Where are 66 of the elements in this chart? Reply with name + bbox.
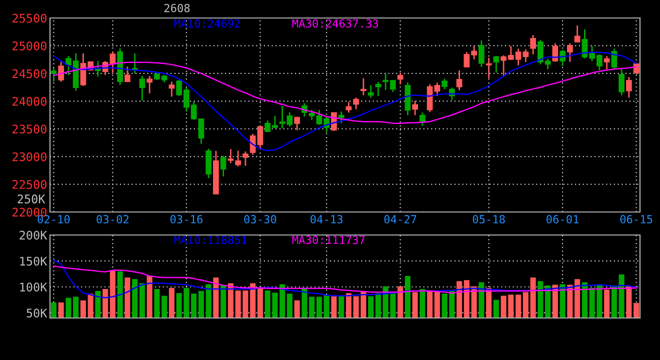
chart-title: 2608 bbox=[164, 4, 190, 12]
candlestick bbox=[294, 116, 300, 131]
y-tick-label: 100K bbox=[20, 282, 48, 292]
text: MA30:111737 bbox=[292, 236, 365, 244]
candlestick bbox=[434, 82, 440, 97]
candlestick bbox=[397, 72, 404, 85]
candlestick bbox=[420, 112, 426, 127]
candlestick bbox=[338, 110, 344, 124]
candlestick bbox=[567, 42, 573, 63]
y-tick-label: 25000 bbox=[12, 41, 46, 50]
candlestick bbox=[442, 78, 448, 90]
candlestick bbox=[626, 76, 632, 98]
candlestick bbox=[353, 96, 359, 110]
candlestick bbox=[530, 34, 536, 56]
x-tick-label: 03-30 bbox=[244, 215, 276, 224]
candlestick bbox=[198, 118, 204, 145]
candlestick bbox=[360, 78, 366, 96]
candlestick bbox=[257, 126, 264, 150]
x-tick-label: 06-01 bbox=[546, 215, 579, 224]
x-tick-label: 04-27 bbox=[384, 215, 416, 224]
candlestick bbox=[574, 24, 580, 43]
text: MA10:24692 bbox=[174, 19, 240, 28]
text: MA10:118851 bbox=[174, 236, 247, 244]
x-tick-label: 05-18 bbox=[472, 215, 505, 224]
x-tick-label: 04-13 bbox=[310, 215, 342, 224]
y-tick-label: 200K bbox=[20, 230, 48, 240]
candlestick bbox=[604, 55, 610, 70]
x-tick-label: 06-15 bbox=[620, 215, 652, 224]
line-series bbox=[53, 259, 637, 298]
y-tick-label: 23500 bbox=[12, 124, 46, 134]
x-tick-label: 02-10 bbox=[38, 215, 70, 224]
candlestick bbox=[478, 40, 484, 68]
candlestick bbox=[449, 86, 455, 101]
y-tick-label: 150K bbox=[20, 256, 48, 266]
candlestick bbox=[346, 101, 352, 114]
x-tick-label: 03-16 bbox=[170, 215, 202, 224]
candlestick bbox=[146, 75, 152, 94]
candlestick bbox=[560, 49, 566, 67]
candlestick bbox=[486, 56, 492, 79]
candlestick bbox=[522, 48, 529, 63]
y-tick-label: 24000 bbox=[12, 96, 46, 106]
candlestick bbox=[220, 155, 226, 178]
candlestick bbox=[375, 81, 382, 97]
y-tick-label: 50K bbox=[26, 308, 48, 318]
candlestick bbox=[50, 68, 57, 82]
candlestick bbox=[206, 148, 212, 179]
y-tick-label: 23000 bbox=[12, 152, 46, 162]
candlestick bbox=[286, 112, 293, 128]
candlestick bbox=[124, 66, 130, 82]
y-tick-label: 24500 bbox=[12, 69, 46, 78]
candlestick bbox=[168, 80, 175, 98]
x-tick-label: 03-02 bbox=[96, 215, 128, 224]
candlestick bbox=[279, 105, 286, 129]
candlestick bbox=[493, 55, 500, 74]
candlestick bbox=[412, 100, 418, 116]
line-series bbox=[53, 266, 637, 294]
y-tick-label: 25500 bbox=[12, 14, 46, 23]
candlestick bbox=[58, 60, 64, 82]
y-tick-label: 22500 bbox=[12, 180, 46, 189]
text: MA30:24637.33 bbox=[292, 19, 378, 28]
candlestick bbox=[242, 150, 248, 166]
text: 250K bbox=[18, 194, 46, 204]
candlestick bbox=[456, 70, 462, 91]
y-tick-label: 22000 bbox=[12, 208, 46, 217]
candlestick bbox=[618, 68, 624, 96]
candlestick bbox=[139, 75, 146, 102]
